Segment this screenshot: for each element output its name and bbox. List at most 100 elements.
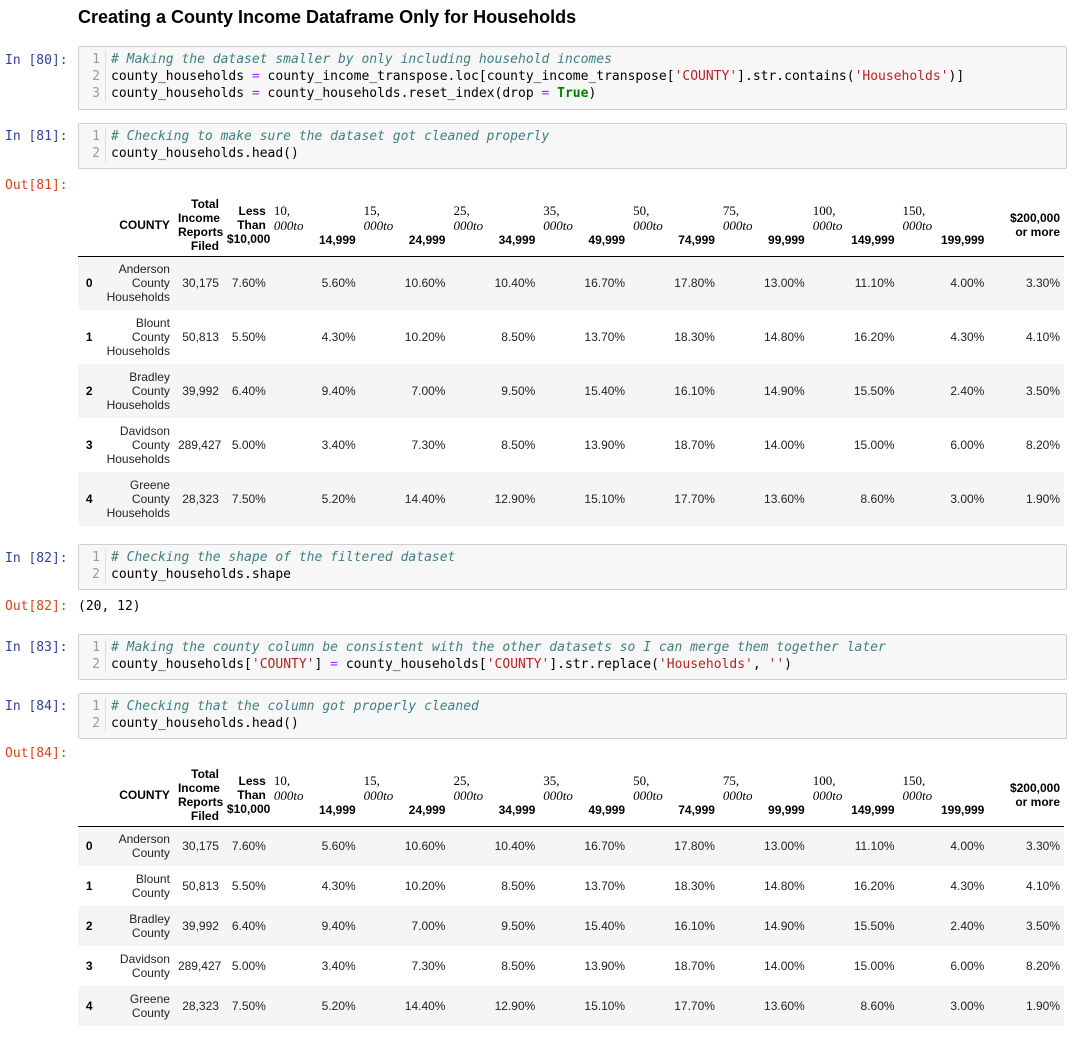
value-cell: 12.90% xyxy=(494,492,536,506)
value-cell: 8.60% xyxy=(860,492,895,506)
range-start: 150, xyxy=(902,772,926,788)
value-cell: 18.30% xyxy=(674,330,715,344)
value-cell: 15.50% xyxy=(853,384,895,398)
code-token: county_households[ xyxy=(338,657,487,672)
column-header-range: 75, 000to 99,999 xyxy=(718,194,809,257)
value-cell: 30,175 xyxy=(182,839,219,854)
county-cell: Bradley County xyxy=(100,906,173,946)
code-cell-83[interactable]: 1 # Making the county column be consisten… xyxy=(78,634,1067,680)
value-cell: 30,175 xyxy=(182,276,219,291)
value-cell: 5.00% xyxy=(231,959,266,973)
range-label: 35, 000to 49,999 xyxy=(543,203,625,247)
table-row: 2 Bradley County 39,992 6.40% 9.40% 7.00% 9.50%… xyxy=(78,906,1064,946)
code-token: ] xyxy=(314,657,331,672)
column-header-range: 10, 000to 14,999 xyxy=(269,194,360,257)
county-cell: Anderson County xyxy=(100,826,173,866)
value-cell: 7.30% xyxy=(411,438,446,452)
table-body: 0 Anderson County 30,175 7.60% 5.60% 10.60% 10.… xyxy=(78,826,1064,1026)
range-start: 150, xyxy=(902,202,926,218)
value-cell: 10.40% xyxy=(494,839,536,854)
value-cell: 18.70% xyxy=(674,438,715,452)
code-line: 2 county_households.shape xyxy=(79,566,1066,583)
range-start: 35, xyxy=(543,202,560,218)
county-line: County xyxy=(131,966,170,980)
range-end: 149,999 xyxy=(851,802,895,817)
range-label: 75, 000to 99,999 xyxy=(723,773,805,817)
county-cell: Blount County xyxy=(100,866,173,906)
value-cell: 5.20% xyxy=(321,492,356,506)
range-end: 24,999 xyxy=(408,232,446,247)
value-cell: 4.10% xyxy=(1025,330,1060,344)
value-cell: 13.60% xyxy=(764,492,805,506)
code-text: county_households.shape xyxy=(111,566,291,583)
range-end: 149,999 xyxy=(851,232,895,247)
code-text: # Making the county column be consistent… xyxy=(111,639,886,656)
value-cell: 6.40% xyxy=(231,384,266,398)
column-header-range: 50, 000to 74,999 xyxy=(629,764,719,827)
county-cell: Anderson County Households xyxy=(100,256,173,310)
table-header: COUNTY Total Income Reports Filed Less Than $10… xyxy=(78,764,1064,827)
code-cell-82[interactable]: 1 # Checking the shape of the filtered da… xyxy=(78,544,1067,590)
value-cell: 4.30% xyxy=(950,330,985,344)
header-line: Than xyxy=(237,217,266,232)
line-number: 2 xyxy=(92,567,100,582)
line-number: 1 xyxy=(92,699,100,714)
value-cell: 10.20% xyxy=(404,330,446,344)
code-token: '' xyxy=(768,657,785,672)
county-line: Households xyxy=(106,290,170,305)
code-token: 'COUNTY' xyxy=(674,69,738,84)
code-cell-81[interactable]: 1 # Checking to make sure the dataset got… xyxy=(78,123,1067,169)
county-line: Households xyxy=(106,452,170,466)
value-cell: 17.80% xyxy=(674,276,715,291)
header-line: Reports xyxy=(177,794,224,809)
value-cell: 39,992 xyxy=(182,384,219,398)
gutter-divider xyxy=(105,639,106,656)
range-start: 75, xyxy=(722,772,740,788)
index-header xyxy=(78,194,101,257)
header-line: or more xyxy=(1015,794,1060,809)
range-label: 150, 000to 199,999 xyxy=(903,203,985,247)
code-text: # Checking to make sure the dataset got … xyxy=(111,128,549,145)
code-token: True xyxy=(557,86,589,101)
line-number: 3 xyxy=(92,86,100,101)
header-line: $10,000 xyxy=(226,231,271,246)
range-label: 10, 000to 14,999 xyxy=(274,203,356,247)
row-index: 3 xyxy=(85,438,93,452)
code-cell-84[interactable]: 1 # Checking that the column got properly… xyxy=(78,693,1067,739)
code-text: # Making the dataset smaller by only inc… xyxy=(111,51,612,68)
value-cell: 13.00% xyxy=(764,276,805,291)
code-token: = xyxy=(330,657,338,672)
range-end: 49,999 xyxy=(588,232,626,247)
range-end: 14,999 xyxy=(318,232,356,247)
value-cell: 15.40% xyxy=(584,384,626,398)
value-cell: 9.50% xyxy=(501,919,536,933)
range-mid: 000to xyxy=(543,787,573,803)
line-number: 1 xyxy=(92,129,100,144)
range-end: 199,999 xyxy=(940,232,985,247)
value-cell: 18.30% xyxy=(674,879,715,893)
column-header-range: 100, 000to 149,999 xyxy=(808,194,899,257)
code-cell-80[interactable]: 1 # Making the dataset smaller by only in… xyxy=(78,46,1067,110)
value-cell: 3.50% xyxy=(1025,384,1060,398)
input-prompt-80: In [80]: xyxy=(5,53,68,68)
code-token: # Checking to make sure the dataset got … xyxy=(111,129,550,144)
value-cell: 14.80% xyxy=(764,879,805,893)
code-token: ) xyxy=(588,86,597,101)
code-line: 1 # Making the dataset smaller by only in… xyxy=(79,51,1066,68)
county-line: Bradley xyxy=(129,370,170,384)
value-cell: 28,323 xyxy=(182,492,219,506)
column-header-range: 75, 000to 99,999 xyxy=(718,764,809,827)
code-token: county_households.reset_index(drop xyxy=(259,86,542,101)
value-cell: 8.50% xyxy=(501,879,536,893)
range-end: 99,999 xyxy=(768,802,805,817)
column-header-range: 15, 000to 24,999 xyxy=(359,194,450,257)
column-header-range: 25, 000to 34,999 xyxy=(449,764,540,827)
value-cell: 14.90% xyxy=(764,919,805,933)
code-token: = xyxy=(251,69,260,84)
line-number: 2 xyxy=(92,69,100,84)
code-token: ].str.replace( xyxy=(549,657,659,672)
row-index: 4 xyxy=(85,492,93,506)
header-line: or more xyxy=(1015,224,1060,239)
input-prompt-82: In [82]: xyxy=(5,551,68,566)
column-header-range: 15, 000to 24,999 xyxy=(359,764,450,827)
